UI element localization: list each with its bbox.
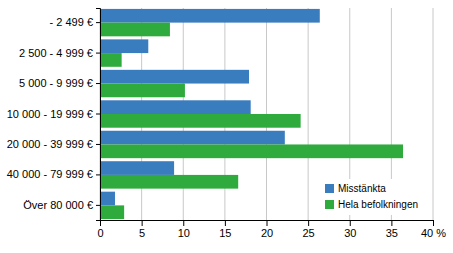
tick: 30 [344,220,356,239]
tick-mark [96,53,100,54]
y-axis: - 2 499 € 2 500 - 4 999 € 5 000 - 9 999 € 1… [7,9,101,221]
tick-mark [96,174,100,175]
bar [100,114,301,128]
tick: 5 [139,220,145,239]
tick-mark [225,220,226,226]
bar [100,100,251,114]
tick-mark [142,220,143,226]
tick-mark [433,220,434,226]
tick-label: 5 000 - 9 999 € [19,77,93,89]
bar [100,84,185,98]
bar [100,175,238,189]
tick-label: 25 [303,227,315,239]
bar [100,53,122,67]
legend-label: Hela befolkningen [338,199,418,210]
legend-label: Misstänkta [338,183,386,194]
bar [100,70,249,84]
plot: 0 5 10 15 20 25 30 35 40 % - 2 499 € 2 500 - 4 999… [7,8,447,239]
chart: 0 5 10 15 20 25 30 35 40 % - 2 499 € 2 500 - 4 999… [0,0,453,253]
tick-label: 40 % [421,227,446,239]
legend-item: Misstänkta [325,183,386,194]
bar [100,161,174,175]
tick: 20 000 - 39 999 € [7,138,100,150]
bars [100,9,403,219]
tick-label: 5 [139,227,145,239]
tick-label: 20 [261,227,273,239]
axis-line [96,9,101,221]
tick-mark [96,83,100,84]
x-axis: 0 5 10 15 20 25 30 35 40 % [97,220,446,239]
grid [100,8,433,220]
bar [100,144,403,158]
legend-item: Hela befolkningen [325,199,418,210]
tick-mark [96,144,100,145]
legend-swatch [325,200,334,209]
tick-label: 0 [97,227,103,239]
tick: 40 % [421,220,446,239]
tick: 5 000 - 9 999 € [19,77,100,89]
bar [100,131,285,145]
grid-line [433,8,434,220]
tick-label: - 2 499 € [50,16,93,28]
tick-mark [308,220,309,226]
tick-mark [267,220,268,226]
bar [100,192,115,206]
bar [100,39,148,53]
tick: Över 80 000 € [23,199,100,211]
tick-mark [391,220,392,226]
tick-mark [183,220,184,226]
tick: 25 [303,220,315,239]
tick: 10 [178,220,190,239]
tick-mark [96,205,100,206]
tick-label: 20 000 - 39 999 € [7,138,93,150]
tick: 2 500 - 4 999 € [19,47,100,59]
tick-label: Över 80 000 € [23,199,93,211]
tick: 20 [261,220,273,239]
bar [100,205,124,219]
tick-mark [350,220,351,226]
legend: Misstänkta Hela befolkningen [321,179,429,215]
tick-label: 35 [386,227,398,239]
tick-label: 15 [219,227,231,239]
bar [100,9,320,23]
grid-line [308,8,309,220]
tick-label: 30 [344,227,356,239]
tick-label: 2 500 - 4 999 € [19,47,93,59]
bar [100,23,170,37]
tick: 40 000 - 79 999 € [7,168,100,180]
tick-label: 10 [178,227,190,239]
tick-mark [96,114,100,115]
tick-mark [96,22,100,23]
tick: 35 [386,220,398,239]
tick-label: 10 000 - 19 999 € [7,108,93,120]
tick: 10 000 - 19 999 € [7,108,100,120]
legend-background [321,179,429,215]
tick: 0 [97,220,103,239]
legend-swatch [325,184,334,193]
tick: 15 [219,220,231,239]
tick: - 2 499 € [50,16,100,28]
tick-label: 40 000 - 79 999 € [7,168,93,180]
